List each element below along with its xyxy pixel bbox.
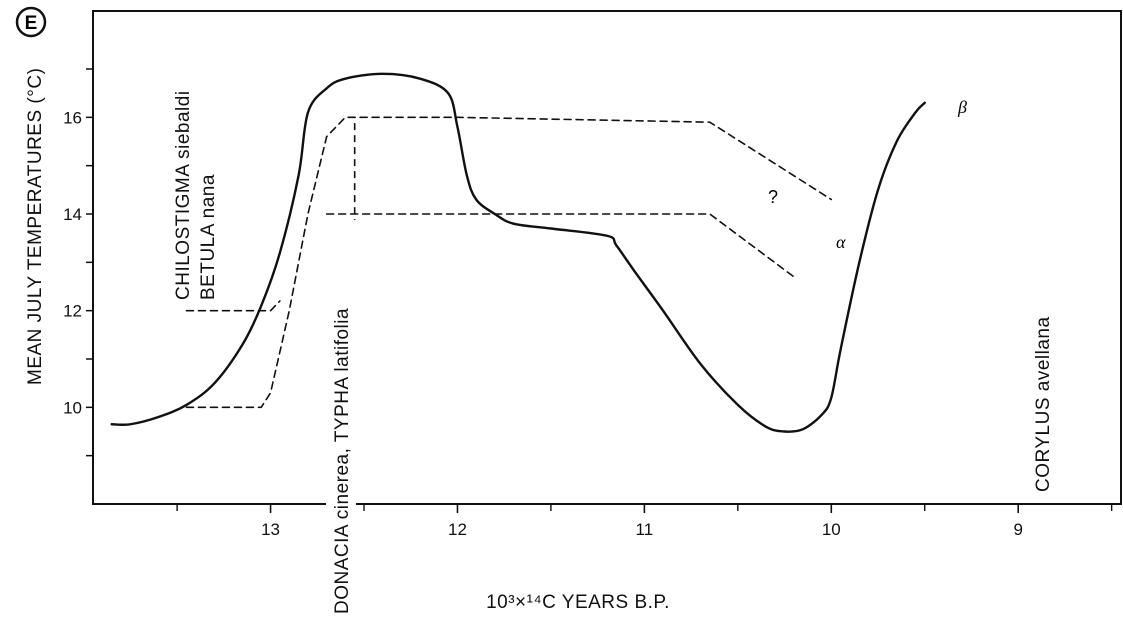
- y-tick-label: 12: [63, 302, 82, 321]
- y-tick-label: 10: [63, 398, 82, 417]
- series-line-3: [185, 300, 281, 312]
- x-axis-label: 10³×¹⁴C YEARS B.P.: [486, 592, 670, 613]
- series-label-alpha: α: [836, 232, 846, 252]
- panel-badge-letter: E: [25, 13, 38, 34]
- series-line-0: [110, 72, 926, 433]
- series-label-beta: β: [957, 97, 967, 117]
- y-tick-label: 14: [63, 205, 82, 224]
- x-tick-label: 9: [1013, 520, 1022, 539]
- series-line-2: [325, 213, 795, 278]
- label-corylus: CORYLUS avellana: [1033, 316, 1054, 492]
- series-layer: [110, 72, 926, 433]
- x-tick-label: 11: [636, 520, 654, 539]
- axis-ticks: [86, 68, 1113, 513]
- label-donacia-backdrop: [326, 220, 356, 618]
- y-axis-label: MEAN JULY TEMPERATURES (°C): [25, 68, 46, 385]
- x-tick-label: 10: [822, 520, 841, 539]
- series-label-question: ?: [768, 187, 778, 207]
- x-tick-label: 13: [261, 520, 280, 539]
- plot-frame: [92, 10, 1122, 505]
- label-donacia: DONACIA cinerea, TYPHA latifolia: [332, 308, 353, 614]
- label-betula: BETULA nana: [198, 174, 219, 300]
- panel-badge: E: [15, 6, 47, 38]
- y-tick-label: 16: [63, 108, 82, 127]
- label-chilostigma: CHILOSTIGMA siebaldi: [173, 90, 194, 300]
- axis-tick-labels: 13 12 11 10 9 10 12 14 16: [63, 108, 1023, 539]
- series-line-1: [185, 116, 833, 409]
- x-tick-label: 12: [448, 520, 467, 539]
